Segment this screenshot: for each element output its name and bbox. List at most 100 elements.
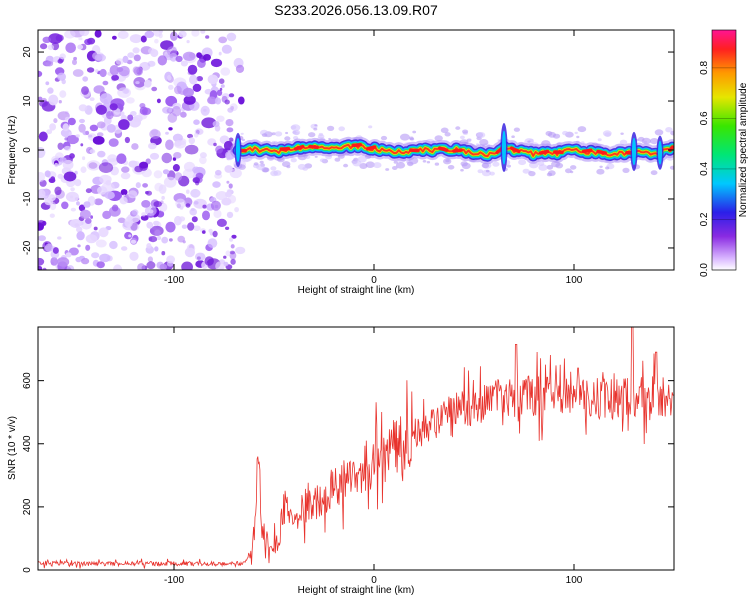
noise-speckle (149, 61, 154, 65)
noise-speckle (166, 255, 176, 264)
noise-speckle (78, 37, 83, 41)
noise-speckle (212, 120, 220, 128)
noise-speckle (212, 230, 218, 238)
noise-speckle (182, 51, 196, 61)
noise-speckle (188, 137, 195, 145)
noise-speckle (86, 67, 95, 73)
noise-speckle (207, 74, 219, 85)
noise-speckle (120, 189, 128, 196)
noise-speckle (118, 65, 130, 77)
noise-speckle (168, 127, 173, 131)
halo-speckle (359, 163, 368, 169)
noise-speckle (117, 30, 129, 39)
noise-speckle (112, 35, 117, 40)
noise-speckle (128, 190, 138, 199)
noise-speckle (153, 201, 162, 208)
halo-speckle (650, 170, 658, 176)
noise-speckle (168, 84, 174, 90)
halo-speckle (597, 138, 602, 142)
noise-speckle (193, 119, 200, 125)
noise-speckle (153, 30, 163, 37)
noise-speckle (95, 69, 99, 73)
ridge-burst-core (632, 137, 636, 166)
noise-speckle (154, 246, 159, 252)
noise-speckle (181, 224, 188, 229)
noise-speckle (85, 244, 91, 251)
noise-speckle (61, 201, 69, 210)
noise-speckle (215, 169, 222, 176)
noise-speckle (65, 191, 79, 202)
colorbar-tick-label: 0.0 (699, 263, 710, 277)
snr-panel: -100 0 100 0 200 400 600 Height of straight li… (7, 326, 675, 596)
halo-speckle (365, 161, 375, 168)
noise-speckle (57, 72, 66, 81)
halo-speckle (455, 126, 461, 130)
halo-speckle (284, 136, 291, 141)
noise-speckle (42, 36, 52, 43)
noise-speckle (165, 139, 174, 151)
noise-speckle (118, 119, 130, 130)
noise-speckle (141, 200, 151, 208)
noise-speckle (144, 30, 155, 38)
noise-speckle (228, 183, 233, 189)
noise-speckle (221, 44, 232, 54)
spectrogram-xtick-label: 0 (371, 275, 377, 286)
noise-speckle (58, 100, 62, 104)
noise-speckle (108, 138, 119, 147)
noise-speckle (180, 60, 188, 67)
noise-speckle (52, 247, 59, 254)
noise-speckle (139, 161, 149, 169)
noise-speckle (144, 79, 152, 88)
noise-speckle (44, 170, 51, 178)
noise-speckle (38, 147, 46, 158)
snr-ytick-label: 600 (22, 372, 33, 389)
halo-speckle (467, 138, 472, 142)
noise-speckle (80, 143, 84, 147)
noise-speckle (115, 58, 124, 65)
noise-speckle (116, 153, 127, 164)
halo-speckle (241, 138, 245, 142)
noise-speckle (139, 106, 148, 115)
ridge-peak (365, 145, 377, 151)
snr-ytick-label: 0 (22, 567, 33, 573)
noise-speckle (192, 166, 201, 174)
noise-speckle (223, 255, 227, 259)
noise-speckle (96, 121, 106, 129)
noise-speckle (78, 123, 86, 133)
noise-speckle (72, 69, 84, 77)
noise-speckle (128, 234, 132, 238)
noise-speckle (82, 76, 89, 82)
halo-speckle (460, 168, 464, 172)
halo-speckle (334, 157, 341, 162)
halo-speckle (308, 132, 316, 138)
halo-speckle (669, 165, 674, 170)
noise-speckle (225, 119, 234, 127)
noise-speckle (108, 206, 121, 217)
noise-speckle (229, 168, 242, 179)
noise-speckle (127, 52, 135, 59)
snr-ylabel: SNR (10 * v/v) (7, 416, 18, 480)
halo-speckle (292, 129, 301, 136)
noise-speckle (191, 30, 200, 37)
noise-speckle (235, 246, 246, 255)
noise-speckle (38, 235, 46, 242)
halo-speckle (479, 139, 489, 146)
halo-speckle (261, 133, 268, 138)
noise-speckle (87, 37, 96, 45)
noise-speckle (83, 201, 91, 208)
noise-speckle (47, 44, 55, 51)
noise-speckle (38, 222, 44, 231)
noise-speckle (178, 30, 187, 38)
spectrogram-xlabel: Height of straight line (km) (298, 285, 415, 296)
noise-speckle (223, 261, 229, 267)
noise-speckle (186, 40, 190, 44)
noise-speckle (48, 33, 63, 44)
noise-speckle (156, 235, 162, 241)
snr-xtick-label: 100 (566, 575, 583, 586)
halo-speckle (570, 165, 577, 170)
noise-speckle (203, 54, 211, 61)
halo-speckle (460, 161, 468, 167)
halo-speckle (314, 155, 318, 158)
halo-speckle (574, 131, 578, 135)
noise-speckle (135, 182, 141, 189)
